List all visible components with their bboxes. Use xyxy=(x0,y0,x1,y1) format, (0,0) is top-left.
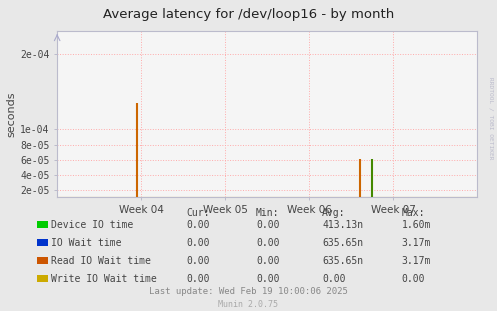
Text: Avg:: Avg: xyxy=(322,208,345,218)
Text: Min:: Min: xyxy=(256,208,279,218)
Text: 413.13n: 413.13n xyxy=(322,220,363,230)
Text: 1.60m: 1.60m xyxy=(402,220,431,230)
Text: 3.17m: 3.17m xyxy=(402,256,431,266)
Text: Device IO time: Device IO time xyxy=(51,220,133,230)
Text: RRDTOOL / TOBI OETIKER: RRDTOOL / TOBI OETIKER xyxy=(489,77,494,160)
Text: 0.00: 0.00 xyxy=(186,256,210,266)
Text: 3.17m: 3.17m xyxy=(402,238,431,248)
Text: 0.00: 0.00 xyxy=(256,220,279,230)
Text: 0.00: 0.00 xyxy=(186,220,210,230)
Text: Max:: Max: xyxy=(402,208,425,218)
Text: 635.65n: 635.65n xyxy=(322,256,363,266)
Text: 0.00: 0.00 xyxy=(402,274,425,284)
Text: Cur:: Cur: xyxy=(186,208,210,218)
Text: Last update: Wed Feb 19 10:00:06 2025: Last update: Wed Feb 19 10:00:06 2025 xyxy=(149,287,348,296)
Text: 0.00: 0.00 xyxy=(186,238,210,248)
Text: 0.00: 0.00 xyxy=(322,274,345,284)
Text: Average latency for /dev/loop16 - by month: Average latency for /dev/loop16 - by mon… xyxy=(103,8,394,21)
Text: 635.65n: 635.65n xyxy=(322,238,363,248)
Text: 0.00: 0.00 xyxy=(256,238,279,248)
Text: Read IO Wait time: Read IO Wait time xyxy=(51,256,151,266)
Text: Write IO Wait time: Write IO Wait time xyxy=(51,274,157,284)
Text: Munin 2.0.75: Munin 2.0.75 xyxy=(219,299,278,309)
Y-axis label: seconds: seconds xyxy=(6,91,16,137)
Text: 0.00: 0.00 xyxy=(256,274,279,284)
Text: IO Wait time: IO Wait time xyxy=(51,238,122,248)
Text: 0.00: 0.00 xyxy=(256,256,279,266)
Text: 0.00: 0.00 xyxy=(186,274,210,284)
